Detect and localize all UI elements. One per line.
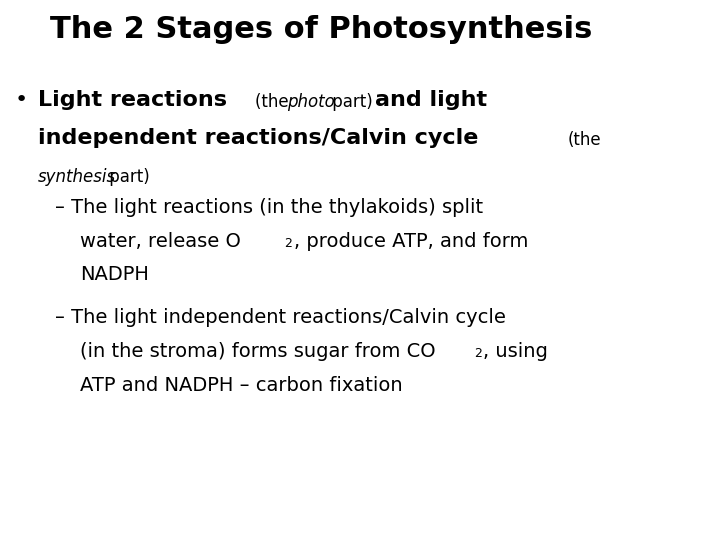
Text: (the: (the [568,131,602,149]
Text: , using: , using [483,342,548,361]
Text: part): part) [104,168,150,186]
Text: Light reactions: Light reactions [38,90,227,110]
Text: ATP and NADPH – carbon fixation: ATP and NADPH – carbon fixation [80,376,402,395]
Text: , produce ATP, and form: , produce ATP, and form [294,232,528,251]
Text: The 2 Stages of Photosynthesis: The 2 Stages of Photosynthesis [50,15,593,44]
Text: 2: 2 [284,237,292,250]
Text: independent reactions/Calvin cycle: independent reactions/Calvin cycle [38,128,478,148]
Text: part): part) [327,93,373,111]
Text: synthesis: synthesis [38,168,116,186]
Text: NADPH: NADPH [80,265,149,284]
Text: – The light independent reactions/Calvin cycle: – The light independent reactions/Calvin… [55,308,506,327]
Text: photo: photo [287,93,335,111]
Text: 2: 2 [474,347,482,360]
Text: (the: (the [255,93,294,111]
Text: water, release O: water, release O [80,232,241,251]
Text: – The light reactions (in the thylakoids) split: – The light reactions (in the thylakoids… [55,198,483,217]
Text: and light: and light [375,90,487,110]
Text: •: • [15,90,28,110]
Text: (in the stroma) forms sugar from CO: (in the stroma) forms sugar from CO [80,342,436,361]
